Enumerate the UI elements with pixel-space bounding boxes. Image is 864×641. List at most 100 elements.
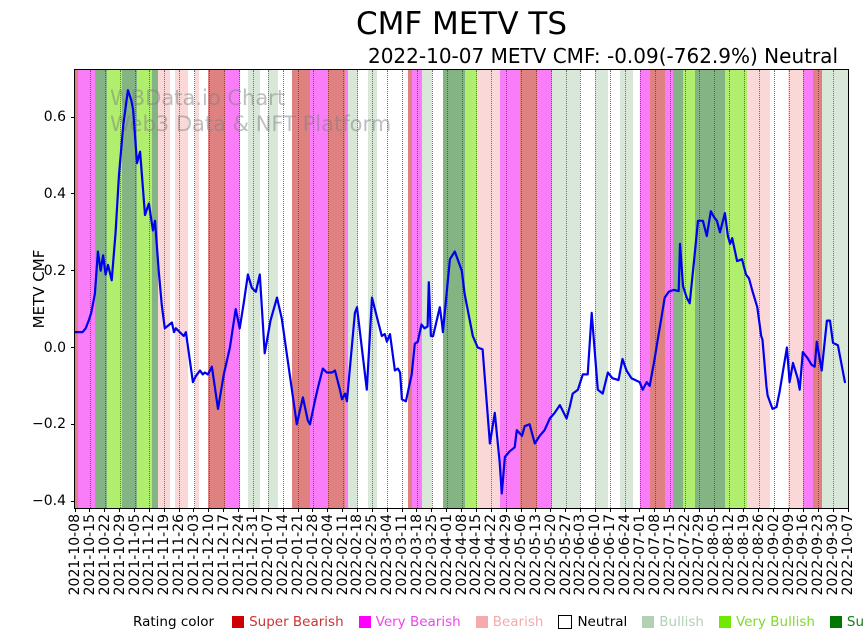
rating-band-very_bearish: [802, 70, 813, 508]
gridline: [268, 70, 270, 508]
gridline: [654, 70, 656, 508]
gridline: [550, 70, 552, 508]
x-tick-mark: [669, 508, 671, 512]
rating-band-neutral: [357, 70, 368, 508]
legend-item-neutral: Neutral: [558, 614, 627, 630]
rating-band-very_bearish: [500, 70, 520, 508]
x-tick-label: 2021-11-26: [171, 514, 188, 596]
legend-swatch: [829, 616, 842, 628]
x-tick-mark: [134, 508, 135, 512]
x-tick-mark: [401, 508, 403, 512]
x-tick-mark: [594, 508, 596, 512]
gridline: [357, 70, 359, 508]
x-tick-label: 2022-09-30: [825, 514, 842, 596]
gridline: [298, 70, 299, 508]
x-tick-mark: [520, 508, 522, 512]
x-tick-mark: [654, 508, 656, 512]
x-tick-mark: [461, 508, 462, 512]
gridline: [535, 70, 537, 508]
rating-band-neutral: [580, 70, 595, 508]
legend-swatch: [718, 616, 731, 628]
gridline: [610, 70, 612, 508]
x-tick-label: 2022-06-24: [617, 514, 633, 596]
x-tick-label: 2022-08-05: [706, 514, 723, 596]
x-tick-mark: [223, 508, 225, 512]
x-tick-mark: [386, 508, 388, 512]
x-tick-label: 2021-11-12: [141, 514, 158, 596]
x-tick-label: 2022-04-01: [438, 514, 455, 596]
x-tick-mark: [342, 508, 344, 512]
x-tick-label: 2022-09-23: [810, 514, 827, 596]
y-tick-mark: [71, 423, 75, 425]
rating-band-super_bearish: [650, 70, 665, 508]
rating-band-super_bullish: [122, 70, 138, 508]
x-tick-mark: [773, 508, 775, 512]
x-tick-label: 2022-04-22: [483, 514, 500, 596]
gridline: [506, 70, 508, 508]
x-tick-label: 2022-08-12: [721, 514, 738, 596]
x-tick-mark: [238, 508, 239, 512]
x-tick-mark: [624, 508, 626, 512]
x-tick-label: 2021-12-10: [200, 514, 217, 596]
rating-band-bearish: [787, 70, 803, 508]
rating-band-bullish: [268, 70, 278, 508]
gridline: [699, 70, 701, 508]
legend-title: Rating color: [133, 614, 215, 630]
rating-band-neutral: [259, 70, 268, 508]
watermark-line1: WBData.io Chart: [110, 86, 286, 110]
gridline: [327, 70, 329, 508]
gridline: [387, 70, 389, 508]
legend-swatch: [558, 615, 573, 629]
x-tick-mark: [371, 508, 373, 512]
gridline: [402, 70, 403, 508]
x-tick-mark: [802, 508, 804, 512]
rating-band-bullish: [620, 70, 633, 508]
x-tick-label: 2022-03-18: [408, 514, 425, 596]
gridline: [476, 70, 478, 508]
x-tick-label: 2021-12-17: [215, 514, 232, 596]
x-tick-label: 2022-08-26: [750, 514, 767, 596]
gridline: [669, 70, 671, 508]
cmf-line-svg: [75, 89, 846, 495]
legend-swatch: [232, 616, 245, 628]
x-tick-label: 2022-04-29: [498, 514, 515, 596]
x-tick-mark: [267, 508, 269, 512]
x-tick-label: 2022-06-17: [602, 514, 619, 596]
watermark-line2: Web3 Data & NFT Platform: [110, 112, 392, 136]
x-tick-mark: [579, 508, 581, 512]
x-tick-mark: [431, 508, 433, 512]
gridline: [580, 70, 582, 508]
gridline: [833, 70, 835, 508]
rating-band-neutral: [277, 70, 292, 508]
x-tick-mark: [119, 508, 121, 512]
gridline: [431, 70, 433, 508]
legend-swatch: [475, 616, 488, 628]
y-tick-label: 0.4: [43, 185, 66, 202]
x-tick-mark: [446, 508, 448, 512]
rating-band-neutral: [170, 70, 175, 508]
rating-band-very_bearish: [345, 70, 348, 508]
x-tick-mark: [148, 508, 150, 512]
legend-label: Neutral: [577, 614, 628, 630]
x-tick-mark: [609, 508, 611, 512]
x-tick-label: 2022-03-11: [394, 514, 410, 596]
gridline: [758, 70, 760, 508]
gridline: [595, 70, 597, 508]
x-tick-label: 2022-02-18: [349, 514, 366, 596]
x-tick-label: 2022-09-16: [795, 514, 812, 596]
gridline: [104, 70, 106, 508]
x-tick-mark: [282, 508, 284, 512]
rating-band-bearish: [174, 70, 188, 508]
legend-label: Very Bearish: [375, 614, 461, 630]
x-tick-mark: [163, 508, 165, 512]
gridline: [491, 70, 493, 508]
gridline: [803, 70, 805, 508]
x-tick-label: 2022-02-25: [364, 514, 381, 596]
x-tick-label: 2022-04-15: [468, 514, 485, 596]
legend-swatch: [358, 616, 371, 628]
gridline: [149, 70, 151, 508]
x-tick-mark: [550, 508, 552, 512]
rating-band-bullish: [422, 70, 432, 508]
gridline: [179, 70, 181, 508]
rating-band-neutral: [188, 70, 195, 508]
